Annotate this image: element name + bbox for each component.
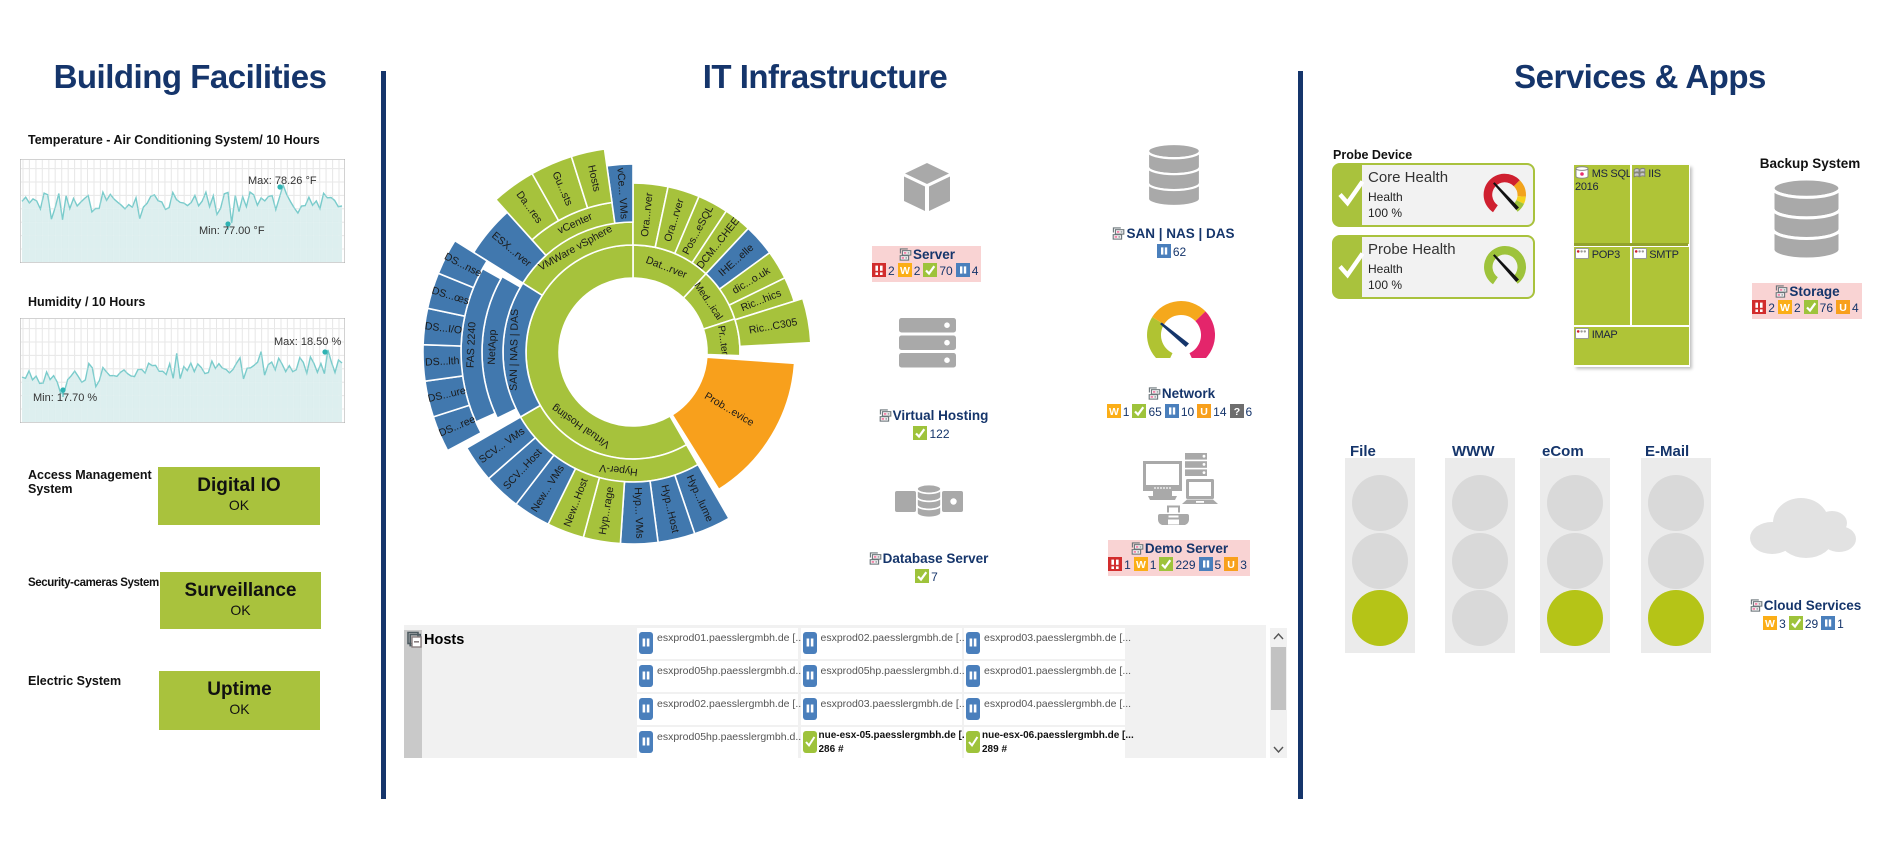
- svg-text:DS...lth: DS...lth: [425, 355, 460, 369]
- svg-text:Ora...rver: Ora...rver: [639, 192, 656, 238]
- svg-text:W: W: [900, 265, 910, 277]
- svg-text:W: W: [1109, 406, 1119, 418]
- svg-text:W: W: [1765, 618, 1775, 630]
- svg-text:Hyp... VMs: Hyp... VMs: [632, 487, 646, 539]
- svg-text:NetApp: NetApp: [486, 329, 499, 365]
- svg-text:Max: 18.50 %: Max: 18.50 %: [274, 336, 341, 348]
- svg-text:U: U: [1839, 302, 1847, 314]
- svg-text:Hosts: Hosts: [585, 164, 603, 193]
- svg-text:FAS 2240: FAS 2240: [464, 322, 478, 369]
- svg-text:Max: 78.26 °F: Max: 78.26 °F: [248, 175, 317, 187]
- svg-text:W: W: [1780, 302, 1790, 314]
- svg-text:U: U: [1200, 406, 1208, 418]
- svg-text:SAN | NAS | DAS: SAN | NAS | DAS: [508, 309, 521, 391]
- svg-text:U: U: [1227, 559, 1235, 571]
- svg-text:Pr...ter: Pr...ter: [715, 325, 730, 356]
- svg-text:W: W: [1136, 559, 1146, 571]
- svg-text:Min: 77.00 °F: Min: 77.00 °F: [199, 225, 265, 237]
- svg-text:vCe... VMs: vCe... VMs: [614, 167, 630, 219]
- svg-text:?: ?: [1233, 406, 1239, 418]
- svg-text:Min: 17.70 %: Min: 17.70 %: [33, 392, 97, 404]
- svg-text:Hyper-V: Hyper-V: [599, 462, 639, 479]
- svg-text:DS...I/O: DS...I/O: [424, 320, 463, 336]
